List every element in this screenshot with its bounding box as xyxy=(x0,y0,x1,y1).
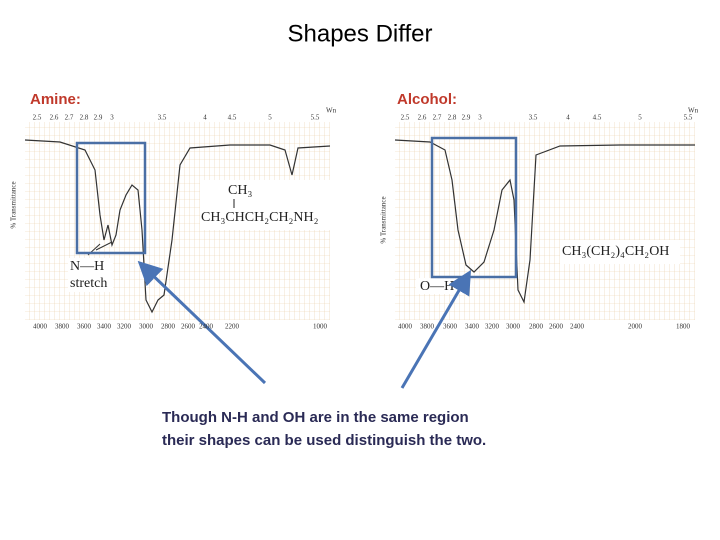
top-tick-label: 3.5 xyxy=(158,114,167,122)
annotation: stretch xyxy=(70,276,107,291)
bottom-tick-label: 1800 xyxy=(676,323,691,331)
top-tick-label: 4.5 xyxy=(228,114,237,122)
y-axis-label: % Transmittance xyxy=(380,196,388,243)
bottom-tick-label: 3600 xyxy=(77,323,92,331)
caption: Though N-H and OH are in the same region xyxy=(162,409,469,426)
top-tick-label: 2.5 xyxy=(33,114,42,122)
top-tick-label: 3 xyxy=(110,114,114,122)
bottom-tick-label: 2800 xyxy=(161,323,176,331)
bottom-tick-label: 2000 xyxy=(628,323,643,331)
bottom-tick-label: 4000 xyxy=(398,323,413,331)
bottom-tick-label: 4000 xyxy=(33,323,48,331)
annotation: O—H xyxy=(420,279,454,294)
y-axis-label: % Transmittance xyxy=(10,181,18,228)
formula-top: CH₃ xyxy=(228,183,252,198)
annotation: N—H xyxy=(70,259,104,274)
top-tick-label: 3.5 xyxy=(529,114,538,122)
top-tick-label: 2.8 xyxy=(448,114,457,122)
top-tick-label: 2.5 xyxy=(401,114,410,122)
bottom-tick-label: 3000 xyxy=(506,323,521,331)
top-tick-label: 2.9 xyxy=(94,114,103,122)
bottom-tick-label: 2600 xyxy=(181,323,196,331)
bottom-tick-label: 3800 xyxy=(420,323,435,331)
top-tick-label: 2.8 xyxy=(80,114,89,122)
bottom-tick-label: 2600 xyxy=(549,323,564,331)
formula-bg xyxy=(560,240,680,264)
amine-label: Amine: xyxy=(30,91,81,108)
bottom-tick-label: 3200 xyxy=(117,323,132,331)
title: Shapes Differ xyxy=(288,20,433,47)
top-tick-label: 2.7 xyxy=(65,114,74,122)
highlight-box xyxy=(430,136,518,279)
top-tick-label: 2.6 xyxy=(418,114,427,122)
bottom-tick-label: 3600 xyxy=(443,323,458,331)
bottom-tick-label: 3200 xyxy=(485,323,500,331)
formula-bg xyxy=(200,180,330,230)
bottom-tick-label: 3400 xyxy=(97,323,112,331)
top-tick-label: 2.9 xyxy=(462,114,471,122)
caption: their shapes can be used distinguish the… xyxy=(162,432,486,449)
top-tick-label: 4.5 xyxy=(593,114,602,122)
bottom-tick-label: 2400 xyxy=(199,323,214,331)
bottom-tick-label: 1000 xyxy=(313,323,328,331)
top-tick-label: 4 xyxy=(203,114,207,122)
unit: Wn xyxy=(326,107,337,115)
top-tick-label: 5 xyxy=(268,114,272,122)
top-tick-label: 5.5 xyxy=(311,114,320,122)
bottom-tick-label: 3800 xyxy=(55,323,70,331)
top-tick-label: 3 xyxy=(478,114,482,122)
formula: CH₃(CH₂)₄CH₂OH xyxy=(562,244,669,259)
top-tick-label: 2.7 xyxy=(433,114,442,122)
arrow xyxy=(137,260,267,385)
alcohol-label: Alcohol: xyxy=(397,91,457,108)
top-tick-label: 5.5 xyxy=(684,114,693,122)
alcohol-spectrum xyxy=(394,139,695,304)
highlight-box xyxy=(75,141,147,255)
unit: Wn xyxy=(688,107,699,115)
formula: CH₃CHCH₂CH₂NH₂ xyxy=(201,210,319,225)
bottom-tick-label: 2800 xyxy=(529,323,544,331)
arrow xyxy=(400,269,472,389)
bottom-tick-label: 3400 xyxy=(465,323,480,331)
top-tick-label: 2.6 xyxy=(50,114,59,122)
top-tick-label: 4 xyxy=(566,114,570,122)
top-tick-label: 5 xyxy=(638,114,642,122)
annotation-bg xyxy=(68,258,113,292)
amine-spectrum xyxy=(24,139,331,314)
bottom-tick-label: 3000 xyxy=(139,323,154,331)
bottom-tick-label: 2400 xyxy=(570,323,585,331)
bottom-tick-label: 2200 xyxy=(225,323,240,331)
